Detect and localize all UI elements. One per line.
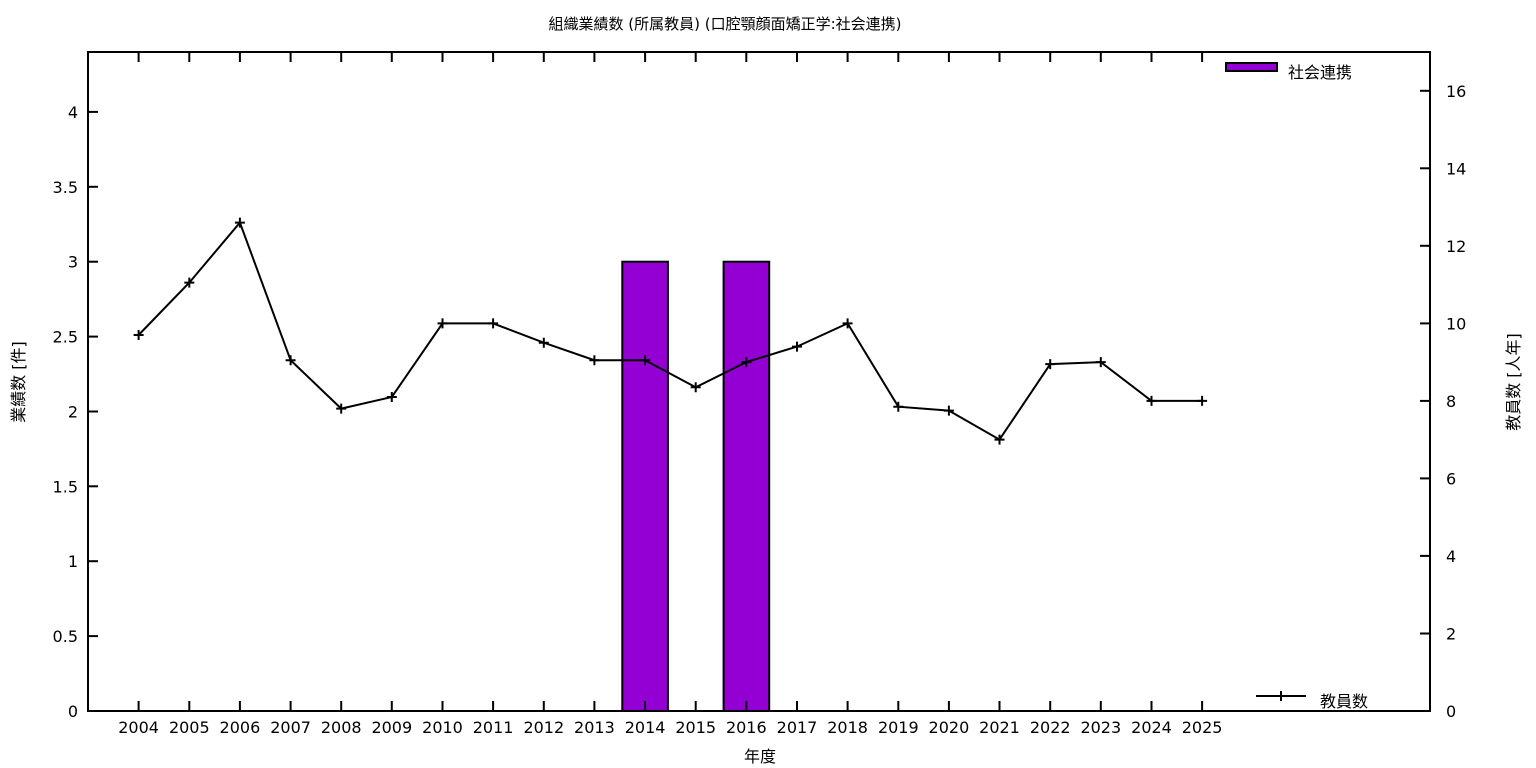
x-axis-label: 年度	[743, 747, 777, 766]
y-tick-label-left: 0.5	[53, 627, 78, 646]
bar	[621, 260, 669, 712]
x-tick-label: 2024	[1131, 718, 1172, 737]
x-tick-label: 2011	[473, 718, 514, 737]
y-tick-label-right: 8	[1446, 392, 1456, 411]
bar	[722, 260, 771, 712]
x-tick-label: 2017	[777, 718, 818, 737]
bar-series	[621, 260, 771, 712]
legend-line-label: 教員数	[1320, 692, 1369, 711]
x-tick-label: 2014	[625, 718, 666, 737]
x-tick-label: 2016	[726, 718, 767, 737]
x-tick-label: 2004	[118, 718, 159, 737]
y-tick-label-right: 2	[1446, 625, 1456, 644]
x-tick-label: 2005	[169, 718, 210, 737]
y-tick-labels-right: 0 2 4 6 8 10 12 14 16	[1446, 82, 1466, 721]
plot-frame	[87, 51, 1431, 712]
x-tick-label: 2013	[574, 718, 615, 737]
chart-title: 組織業績数 (所属教員) (口腔顎顔面矯正学:社会連携)	[548, 15, 902, 33]
x-tick-label: 2015	[675, 718, 716, 737]
x-tick-label: 2012	[523, 718, 564, 737]
x-tick-label: 2009	[371, 718, 412, 737]
y-tick-labels-left: 0 0.5 1 1.5 2 2.5 3 3.5 4	[53, 103, 78, 721]
faculty-line	[137, 220, 1203, 441]
y-tick-label-right: 4	[1446, 547, 1456, 566]
y-tick-label-right: 16	[1446, 82, 1466, 101]
legend-bar-label: 社会連携	[1288, 63, 1353, 82]
y-ticks-left	[88, 110, 98, 712]
y-ticks-right	[1420, 89, 1430, 712]
x-tick-label: 2010	[422, 718, 463, 737]
y-tick-label-right: 12	[1446, 237, 1466, 256]
x-tick-label: 2008	[321, 718, 362, 737]
line-marker-sample-icon	[1256, 691, 1306, 701]
y-tick-label-left: 2.5	[53, 328, 78, 347]
bar-swatch-icon	[1225, 62, 1278, 72]
x-tick-label: 2020	[929, 718, 970, 737]
y-tick-label-left: 0	[68, 702, 78, 721]
y-tick-label-left: 4	[68, 103, 78, 122]
x-tick-label: 2019	[878, 718, 919, 737]
line-series	[133, 217, 1208, 445]
x-tick-label: 2007	[270, 718, 311, 737]
x-tick-labels: 2004 2005 2006 2007 2008 2009 2010 2011 2012 2013…	[118, 718, 1222, 737]
x-tick-label: 2023	[1080, 718, 1121, 737]
y-tick-label-right: 0	[1446, 702, 1456, 721]
y-tick-label-right: 10	[1446, 314, 1466, 333]
x-ticks	[137, 52, 1204, 711]
y-tick-label-left: 1	[68, 552, 78, 571]
x-tick-label: 2021	[979, 718, 1020, 737]
y-tick-label-right: 6	[1446, 469, 1456, 488]
x-tick-label: 2006	[220, 718, 261, 737]
y-tick-label-left: 1.5	[53, 477, 78, 496]
y-tick-label-right: 14	[1446, 159, 1466, 178]
y-tick-label-left: 3.5	[53, 178, 78, 197]
x-tick-label: 2025	[1182, 718, 1223, 737]
y-tick-label-left: 3	[68, 253, 78, 272]
x-tick-label: 2022	[1030, 718, 1071, 737]
plus-markers	[133, 217, 1208, 445]
y-tick-label-left: 2	[68, 403, 78, 422]
x-tick-label: 2018	[827, 718, 868, 737]
